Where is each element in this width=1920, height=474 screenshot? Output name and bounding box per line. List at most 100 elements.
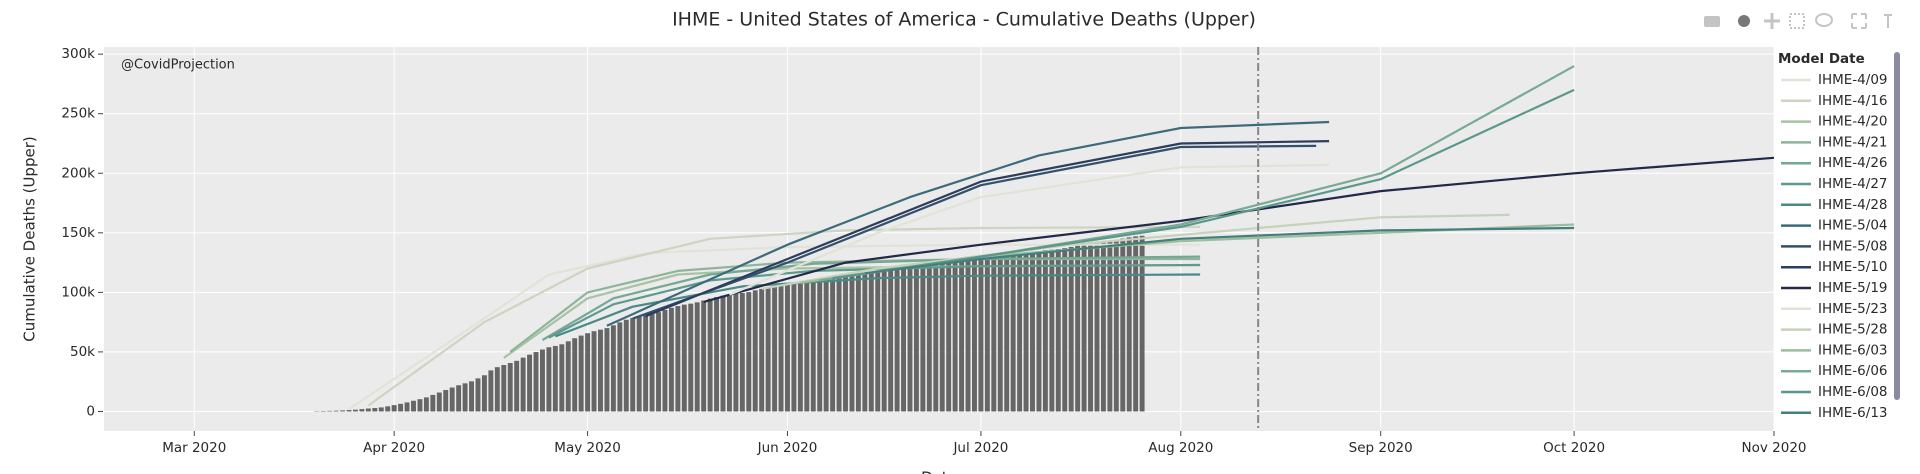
bar [894, 269, 900, 412]
legend-item[interactable]: IHME-5/08 [1781, 238, 1888, 254]
y-tick-label: 250k [61, 106, 95, 122]
bar [662, 309, 668, 412]
bar [417, 399, 423, 412]
bar [707, 298, 713, 412]
legend-label: IHME-6/13 [1818, 405, 1888, 421]
legend-scrollbar[interactable] [1894, 52, 1900, 400]
bar [959, 260, 965, 412]
y-tick-label: 100k [61, 284, 95, 300]
annotation: @CovidProjection [121, 58, 235, 73]
lasso-icon[interactable] [1815, 13, 1833, 27]
bar [965, 260, 971, 412]
bar [411, 400, 416, 412]
bar [1100, 242, 1106, 412]
bar [1036, 251, 1042, 412]
bar [656, 312, 661, 412]
bar [533, 352, 539, 412]
toolbar[interactable] [1704, 13, 1892, 29]
autoscale-icon[interactable] [1851, 13, 1867, 29]
bar [456, 385, 462, 412]
bar [881, 271, 887, 412]
bar [578, 335, 584, 412]
legend-label: IHME-6/06 [1818, 363, 1888, 379]
bar [1094, 243, 1100, 412]
bar [365, 408, 371, 412]
bar [359, 409, 365, 412]
bar [398, 403, 404, 412]
legend-item[interactable]: IHME-5/04 [1781, 218, 1888, 234]
bar [817, 279, 823, 412]
bar [830, 277, 836, 412]
legend-label: IHME-4/27 [1818, 176, 1888, 192]
legend-item[interactable]: IHME-6/08 [1781, 384, 1888, 400]
legend-item[interactable]: IHME-4/20 [1781, 114, 1888, 130]
bar [1004, 256, 1010, 412]
series-line [606, 120, 1330, 327]
zoom-icon[interactable] [1738, 15, 1750, 27]
legend-label: IHME-5/10 [1818, 259, 1888, 275]
bar [559, 344, 565, 412]
y-tick-label: 300k [61, 46, 95, 62]
bar [488, 370, 494, 412]
camera-icon[interactable] [1704, 16, 1720, 27]
series-line [548, 263, 1201, 339]
bar [939, 262, 945, 412]
bar [507, 362, 513, 412]
bar [404, 402, 410, 412]
legend-label: IHME-5/23 [1818, 301, 1888, 317]
x-tick-label: May 2020 [554, 440, 621, 456]
legend-item[interactable]: IHME-6/06 [1781, 363, 1888, 379]
x-tick-label: Aug 2020 [1148, 440, 1213, 456]
legend-label: IHME-4/16 [1818, 93, 1888, 109]
bar [591, 331, 597, 412]
select-icon[interactable] [1789, 13, 1805, 29]
reset-icon[interactable] [1884, 14, 1892, 28]
legend-item[interactable]: IHME-4/27 [1781, 176, 1888, 192]
series-line [864, 226, 1575, 275]
bar [862, 272, 868, 412]
legend-label: IHME-5/08 [1818, 238, 1888, 254]
series-line [367, 225, 1201, 407]
legend-item[interactable]: IHME-4/21 [1781, 134, 1888, 150]
bar [520, 357, 526, 412]
bar [836, 276, 842, 412]
x-tick-label: Jun 2020 [757, 440, 818, 456]
legend-item[interactable]: IHME-6/13 [1781, 405, 1888, 421]
legend-item[interactable]: IHME-6/03 [1781, 342, 1888, 358]
bar [610, 325, 616, 412]
legend-item[interactable]: IHME-4/26 [1781, 155, 1888, 171]
bar [810, 280, 816, 412]
bar [630, 317, 636, 412]
bar [391, 405, 397, 412]
bar [1068, 246, 1074, 412]
legend-item[interactable]: IHME-4/09 [1781, 72, 1888, 88]
x-tick-label: Nov 2020 [1742, 440, 1807, 456]
bar [1062, 248, 1068, 412]
legend-label: IHME-4/28 [1818, 197, 1888, 213]
series-line [832, 88, 1575, 280]
bar [1133, 236, 1139, 412]
legend-title: Model Date [1778, 51, 1865, 67]
legend-label: IHME-5/28 [1818, 322, 1888, 338]
legend-item[interactable]: IHME-5/19 [1781, 280, 1888, 296]
bar [423, 397, 429, 412]
chart-title: IHME - United States of America - Cumula… [672, 9, 1256, 31]
bar [933, 265, 939, 412]
legend-item[interactable]: IHME-4/16 [1781, 93, 1888, 109]
bar [585, 333, 591, 412]
bar [372, 408, 378, 412]
legend-item[interactable]: IHME-5/28 [1781, 322, 1888, 338]
legend-label: IHME-4/09 [1818, 72, 1888, 88]
bar [527, 354, 533, 412]
bar [778, 285, 784, 412]
x-tick-label: Jul 2020 [952, 440, 1008, 456]
legend-item[interactable]: IHME-5/10 [1781, 259, 1888, 275]
bar [681, 304, 687, 412]
bar [984, 257, 990, 412]
legend-item[interactable]: IHME-4/28 [1781, 197, 1888, 213]
bar [720, 295, 726, 412]
series-line [632, 144, 1317, 320]
legend-item[interactable]: IHME-5/23 [1781, 301, 1888, 317]
pan-icon[interactable] [1764, 13, 1780, 29]
y-tick-label: 0 [86, 403, 95, 419]
